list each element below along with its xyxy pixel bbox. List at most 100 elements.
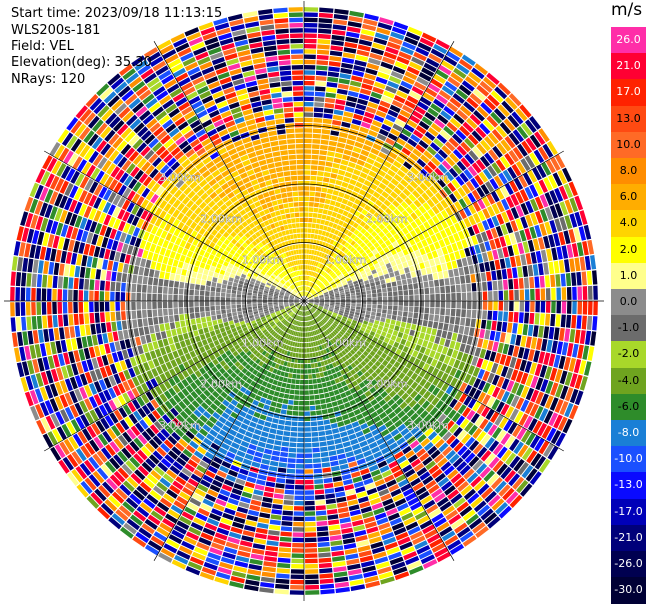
- range-gate: [419, 452, 430, 462]
- range-gate: [509, 494, 523, 508]
- range-gate: [479, 418, 489, 430]
- range-gate: [419, 471, 431, 481]
- range-gate: [313, 313, 317, 318]
- range-gate: [364, 575, 379, 584]
- range-gate: [357, 363, 364, 370]
- range-gate: [302, 311, 304, 316]
- range-gate: [313, 294, 318, 298]
- range-gate: [304, 448, 312, 453]
- range-gate: [530, 251, 537, 264]
- range-gate: [221, 313, 227, 319]
- range-gate: [495, 225, 504, 237]
- range-gate: [317, 213, 323, 219]
- range-gate: [323, 477, 333, 484]
- range-gate: [549, 219, 558, 234]
- range-gate: [451, 293, 456, 301]
- range-gate: [447, 76, 461, 88]
- range-gate: [285, 345, 290, 351]
- range-gate: [386, 507, 398, 517]
- range-gate: [445, 509, 459, 521]
- range-gate: [163, 543, 178, 554]
- range-gate: [232, 311, 238, 317]
- range-gate: [117, 330, 124, 341]
- range-gate: [416, 241, 424, 250]
- range-gate: [293, 331, 296, 336]
- range-gate: [114, 341, 121, 352]
- range-gate: [343, 176, 351, 183]
- range-gate: [513, 458, 525, 472]
- range-gate: [507, 344, 515, 356]
- range-gate: [397, 263, 404, 270]
- range-gate: [89, 312, 95, 324]
- range-gate: [252, 369, 259, 376]
- range-gate: [305, 291, 307, 296]
- range-gate: [323, 290, 328, 294]
- range-gate: [329, 135, 339, 142]
- range-gate: [117, 383, 126, 394]
- range-gate: [204, 332, 211, 339]
- range-gate: [381, 211, 389, 219]
- range-gate: [404, 396, 413, 405]
- range-gate: [315, 75, 327, 81]
- range-gate: [488, 301, 493, 311]
- range-gate: [207, 361, 215, 369]
- range-gate: [99, 366, 108, 379]
- range-gate: [131, 387, 140, 398]
- range-gate: [347, 21, 362, 28]
- range-gate: [515, 255, 522, 267]
- range-gate: [559, 216, 568, 231]
- range-gate: [420, 495, 433, 505]
- range-gate: [289, 303, 294, 305]
- range-gate: [334, 104, 345, 111]
- range-gate: [499, 258, 506, 269]
- range-gate: [314, 367, 320, 373]
- range-gate: [202, 527, 216, 537]
- range-gate: [492, 280, 498, 291]
- range-gate: [402, 375, 410, 383]
- range-gate: [326, 440, 335, 446]
- range-gate: [199, 333, 206, 341]
- range-gate: [178, 294, 184, 301]
- range-gate: [123, 369, 131, 380]
- range-gate: [423, 211, 431, 221]
- range-gate: [128, 367, 136, 378]
- range-gate: [321, 366, 327, 372]
- range-gate: [386, 195, 395, 203]
- range-gate: [118, 371, 127, 382]
- range-gate: [339, 203, 347, 210]
- range-gate: [305, 270, 308, 275]
- range-gate: [393, 95, 406, 104]
- range-gate: [343, 284, 349, 288]
- range-gate: [356, 458, 366, 466]
- range-gate: [381, 313, 387, 318]
- range-gate: [389, 358, 396, 366]
- range-gate: [331, 211, 338, 218]
- range-gate: [149, 325, 155, 334]
- range-gate: [559, 401, 569, 416]
- range-gate: [326, 237, 332, 244]
- range-gate: [191, 551, 206, 561]
- range-gate: [355, 344, 361, 350]
- range-gate: [306, 254, 309, 260]
- range-gate: [468, 440, 480, 452]
- range-gate: [328, 270, 333, 275]
- range-gate: [490, 227, 499, 239]
- range-gate: [329, 291, 334, 295]
- range-gate: [486, 115, 499, 128]
- range-gate: [427, 431, 438, 441]
- range-gate: [406, 408, 416, 418]
- range-gate: [388, 75, 402, 85]
- range-gate: [590, 255, 597, 270]
- range-gate: [316, 378, 322, 384]
- range-gate: [529, 362, 538, 375]
- range-gate: [304, 485, 314, 490]
- range-gate: [400, 321, 407, 328]
- range-gate: [346, 139, 356, 146]
- range-gate: [243, 329, 250, 335]
- range-gate: [178, 301, 184, 308]
- range-gate: [238, 545, 252, 553]
- range-gate: [372, 415, 381, 423]
- range-gate: [333, 206, 340, 213]
- range-gate: [287, 458, 296, 464]
- range-gate: [353, 353, 360, 359]
